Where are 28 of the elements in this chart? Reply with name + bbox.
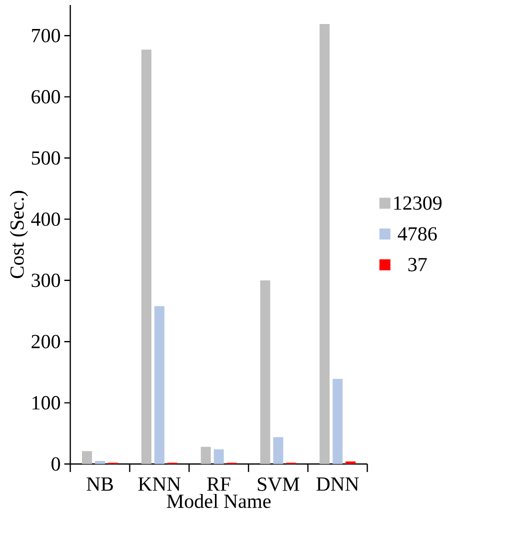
bar <box>332 378 343 464</box>
y-tick-label: 200 <box>32 334 60 348</box>
y-tick-label: 0 <box>52 457 60 471</box>
x-tick-label: SVM <box>258 478 300 492</box>
bar <box>141 50 152 464</box>
bar <box>82 451 92 464</box>
y-tick-label: 700 <box>32 28 60 42</box>
legend-label: 4786 <box>398 227 437 241</box>
legend-label: 12309 <box>394 196 442 210</box>
bar <box>200 446 211 464</box>
y-tick-label: 500 <box>32 151 60 165</box>
x-tick-label: KNN <box>138 478 181 491</box>
x-tick-label: RF <box>207 478 230 491</box>
bar <box>260 280 270 464</box>
y-tick-label: 400 <box>31 212 60 226</box>
x-tick-label: DNN <box>316 478 359 491</box>
bar <box>320 24 330 464</box>
bar <box>214 449 224 464</box>
x-tick-label: NB <box>86 478 113 491</box>
legend-label: 37 <box>408 258 427 272</box>
y-axis-title: Cost (Sec.) <box>10 190 28 278</box>
y-tick-label: 100 <box>32 396 60 410</box>
bar <box>154 306 164 464</box>
bar <box>273 437 284 464</box>
bar <box>95 460 105 464</box>
y-tick-label: 600 <box>32 90 60 104</box>
x-axis-title: Model Name <box>166 494 271 508</box>
y-tick-label: 300 <box>32 274 60 288</box>
